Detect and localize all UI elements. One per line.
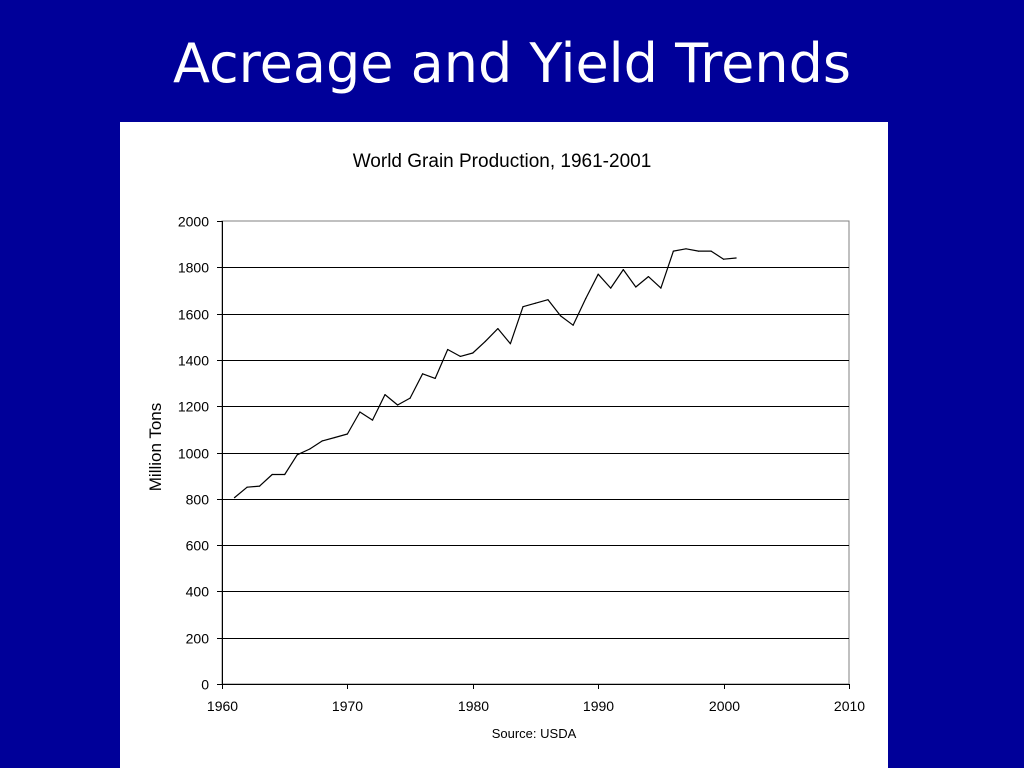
y-tick-label: 200: [186, 631, 210, 647]
data-point: [459, 355, 461, 357]
data-point: [271, 473, 273, 476]
chart-panel: World Grain Production, 1961-2001 0 200 40…: [120, 122, 888, 768]
data-point: [509, 343, 511, 345]
data-point: [560, 315, 562, 317]
x-tick-label: 1970: [332, 698, 363, 714]
data-point: [697, 250, 700, 252]
y-tick-label: 1400: [178, 353, 209, 369]
y-tick-label: 400: [186, 584, 210, 600]
data-point: [735, 257, 737, 259]
series-line: [234, 248, 737, 499]
data-point: [359, 411, 361, 413]
x-tick-label: 2000: [709, 698, 740, 714]
plot-area-border: [221, 220, 850, 685]
data-point: [371, 419, 374, 421]
data-point: [484, 340, 486, 342]
y-tick-label: 2000: [178, 214, 209, 230]
y-tick-label: 1800: [178, 260, 209, 276]
data-point: [622, 269, 624, 271]
data-point: [672, 250, 675, 252]
y-axis-label: Million Tons: [146, 403, 165, 492]
data-point: [233, 497, 236, 499]
data-point: [572, 324, 574, 326]
data-point: [660, 287, 662, 289]
data-point: [723, 258, 725, 260]
data-point: [610, 287, 612, 289]
data-point: [409, 397, 411, 399]
data-point: [585, 298, 587, 300]
chart-title: World Grain Production, 1961-2001: [353, 151, 652, 172]
data-point: [422, 373, 424, 375]
y-tick-label: 1200: [178, 399, 209, 415]
data-point: [647, 276, 650, 278]
data-point: [246, 486, 248, 488]
y-tick-label: 800: [186, 492, 210, 508]
data-point: [547, 299, 549, 301]
data-point: [685, 248, 687, 250]
x-tick-label: 1990: [583, 698, 614, 714]
data-point: [346, 433, 348, 435]
axis-tick-labels: 0 200 400 600 800 1000 1200 1400 1600 1800 2000 196…: [178, 214, 865, 715]
data-point: [334, 436, 336, 439]
x-tick-label: 2010: [834, 698, 865, 714]
data-point: [296, 454, 298, 456]
data-point: [309, 448, 311, 450]
grid-lines: [221, 220, 850, 685]
data-point: [597, 273, 599, 275]
data-point: [384, 394, 386, 396]
y-tick-label: 600: [186, 538, 210, 554]
source-note: Source: USDA: [492, 726, 577, 741]
data-point: [635, 286, 637, 288]
x-tick-label: 1960: [207, 698, 238, 714]
line-chart: World Grain Production, 1961-2001 0 200 40…: [146, 151, 865, 741]
data-point: [434, 377, 436, 379]
slide-title: Acreage and Yield Trends: [172, 32, 852, 95]
y-tick-label: 1000: [178, 446, 209, 462]
data-point: [534, 302, 537, 304]
data-point: [710, 250, 712, 252]
y-tick-label: 1600: [178, 307, 209, 323]
x-tick-label: 1980: [458, 698, 489, 714]
data-point: [497, 328, 499, 330]
data-point: [259, 485, 261, 487]
series-layer: [233, 248, 737, 499]
data-point: [447, 348, 449, 351]
data-point: [397, 404, 399, 406]
y-tick-label: 0: [201, 677, 209, 693]
data-point: [522, 306, 524, 308]
data-point: [321, 440, 323, 442]
data-point: [284, 473, 286, 476]
data-point: [472, 352, 474, 354]
